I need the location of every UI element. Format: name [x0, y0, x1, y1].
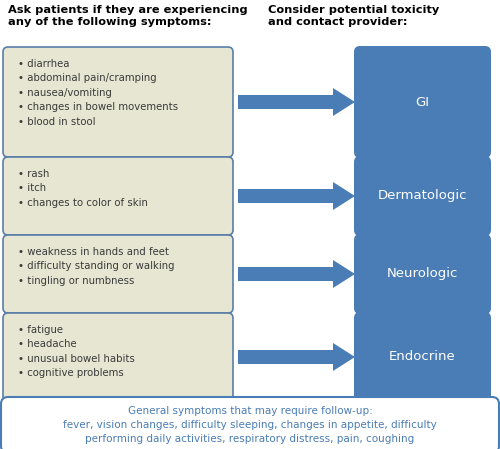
FancyBboxPatch shape — [354, 46, 491, 158]
Text: General symptoms that may require follow-up:
fever, vision changes, difficulty s: General symptoms that may require follow… — [63, 406, 437, 444]
FancyBboxPatch shape — [3, 235, 233, 313]
Text: Neurologic: Neurologic — [387, 268, 458, 281]
FancyBboxPatch shape — [3, 157, 233, 235]
Text: • rash
• itch
• changes to color of skin: • rash • itch • changes to color of skin — [18, 169, 148, 208]
FancyBboxPatch shape — [1, 397, 499, 449]
Text: Consider potential toxicity
and contact provider:: Consider potential toxicity and contact … — [268, 5, 440, 26]
Text: Endocrine: Endocrine — [389, 351, 456, 364]
Text: • fatigue
• headache
• unusual bowel habits
• cognitive problems: • fatigue • headache • unusual bowel hab… — [18, 325, 135, 378]
FancyBboxPatch shape — [354, 156, 491, 236]
FancyBboxPatch shape — [354, 234, 491, 314]
Polygon shape — [238, 260, 355, 288]
FancyBboxPatch shape — [354, 312, 491, 402]
Polygon shape — [238, 182, 355, 210]
Text: • diarrhea
• abdominal pain/cramping
• nausea/vomiting
• changes in bowel moveme: • diarrhea • abdominal pain/cramping • n… — [18, 59, 178, 127]
Polygon shape — [238, 88, 355, 116]
Text: Ask patients if they are experiencing
any of the following symptoms:: Ask patients if they are experiencing an… — [8, 5, 248, 26]
FancyBboxPatch shape — [3, 313, 233, 401]
Text: GI: GI — [416, 96, 430, 109]
Text: Dermatologic: Dermatologic — [378, 189, 467, 202]
Polygon shape — [238, 343, 355, 371]
FancyBboxPatch shape — [3, 47, 233, 157]
Text: • weakness in hands and feet
• difficulty standing or walking
• tingling or numb: • weakness in hands and feet • difficult… — [18, 247, 174, 286]
